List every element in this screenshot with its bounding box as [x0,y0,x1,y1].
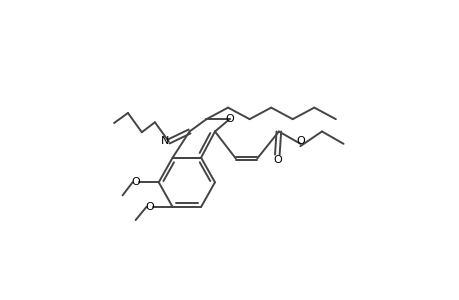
Text: O: O [225,114,234,124]
Text: O: O [131,177,140,187]
Text: N: N [160,136,169,146]
Text: O: O [296,136,304,146]
Text: O: O [272,155,281,165]
Text: O: O [145,202,154,212]
